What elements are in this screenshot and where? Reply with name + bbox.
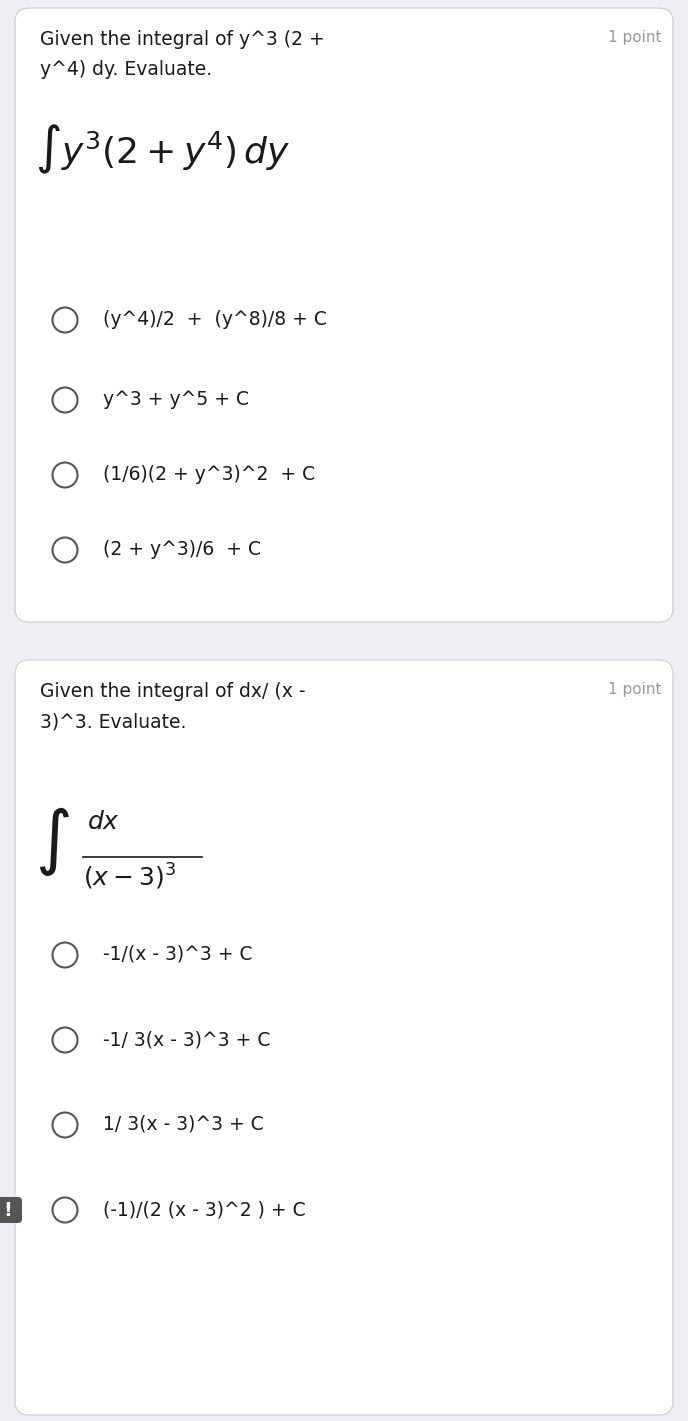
Text: $(x-3)^3$: $(x-3)^3$ <box>83 863 176 892</box>
Text: Given the integral of dx/ (x -: Given the integral of dx/ (x - <box>40 682 305 701</box>
Text: (2 + y^3)/6  + C: (2 + y^3)/6 + C <box>103 540 261 558</box>
Text: -1/(x - 3)^3 + C: -1/(x - 3)^3 + C <box>103 945 252 963</box>
FancyBboxPatch shape <box>15 9 673 622</box>
Text: (1/6)(2 + y^3)^2  + C: (1/6)(2 + y^3)^2 + C <box>103 465 315 485</box>
Text: 1 point: 1 point <box>608 682 661 696</box>
Text: (-1)/(2 (x - 3)^2 ) + C: (-1)/(2 (x - 3)^2 ) + C <box>103 1199 305 1219</box>
Text: 3)^3. Evaluate.: 3)^3. Evaluate. <box>40 712 186 730</box>
Text: y^3 + y^5 + C: y^3 + y^5 + C <box>103 389 249 409</box>
Text: !: ! <box>3 1201 12 1219</box>
Text: (y^4)/2  +  (y^8)/8 + C: (y^4)/2 + (y^8)/8 + C <box>103 310 327 330</box>
Text: $\int$: $\int$ <box>35 806 69 878</box>
Text: $dx$: $dx$ <box>87 810 120 834</box>
FancyBboxPatch shape <box>0 1196 22 1223</box>
Text: -1/ 3(x - 3)^3 + C: -1/ 3(x - 3)^3 + C <box>103 1030 270 1049</box>
Text: Given the integral of y^3 (2 +: Given the integral of y^3 (2 + <box>40 30 325 48</box>
Text: y^4) dy. Evaluate.: y^4) dy. Evaluate. <box>40 60 212 80</box>
Text: $\int y^3(2 + y^4)\, dy$: $\int y^3(2 + y^4)\, dy$ <box>35 124 290 176</box>
FancyBboxPatch shape <box>15 659 673 1415</box>
Text: 1 point: 1 point <box>608 30 661 45</box>
Text: 1/ 3(x - 3)^3 + C: 1/ 3(x - 3)^3 + C <box>103 1115 264 1134</box>
